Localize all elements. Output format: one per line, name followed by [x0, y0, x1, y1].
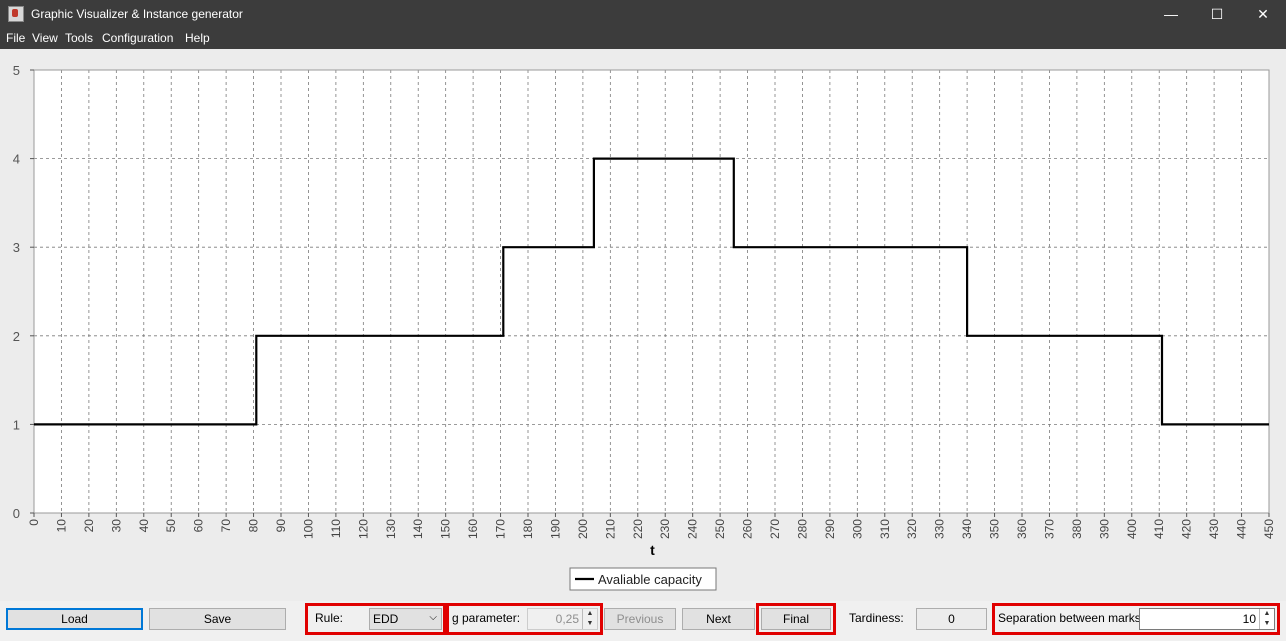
x-tick-label: 340 — [960, 519, 974, 539]
legend-box — [569, 567, 717, 591]
x-tick-label: 300 — [850, 519, 864, 539]
x-tick-label: 180 — [521, 519, 535, 539]
menu-help[interactable]: Help — [185, 31, 210, 45]
rule-select-value: EDD — [373, 612, 399, 626]
x-tick-label: 140 — [411, 519, 425, 539]
load-button[interactable]: Load — [6, 608, 143, 630]
x-tick-label: 90 — [274, 519, 288, 533]
x-tick-label: 120 — [356, 519, 370, 539]
tardiness-value: 0 — [916, 608, 987, 630]
x-axis-label: t — [650, 542, 655, 558]
x-tick-label: 80 — [247, 519, 261, 533]
x-tick-label: 360 — [1015, 519, 1029, 539]
x-tick-label: 310 — [878, 519, 892, 539]
x-tick-label: 70 — [219, 519, 233, 533]
menu-configuration[interactable]: Configuration — [102, 31, 174, 45]
x-tick-label: 190 — [548, 519, 562, 539]
x-tick-label: 330 — [933, 519, 947, 539]
plot-background — [34, 70, 1269, 513]
x-tick-label: 410 — [1152, 519, 1166, 539]
chart-panel: 0 1 2 3 4 5 0 10 20 30 40 50 60 70 80 90 100 110 120 130 140… — [0, 49, 1286, 601]
x-tick-label: 420 — [1180, 519, 1194, 539]
final-button[interactable]: Final — [761, 608, 831, 630]
y-tick-label: 4 — [13, 152, 20, 167]
x-tick-label: 370 — [1042, 519, 1056, 539]
save-button[interactable]: Save — [149, 608, 286, 630]
separation-value: 10 — [1242, 612, 1256, 626]
x-tick-label: 350 — [988, 519, 1002, 539]
x-tick-label: 220 — [631, 519, 645, 539]
separation-spinner[interactable]: 10 ▲ ▼ — [1139, 608, 1275, 630]
rule-label: Rule: — [315, 611, 344, 625]
x-tick-label: 440 — [1235, 519, 1249, 539]
title-bar: Graphic Visualizer & Instance generator … — [0, 0, 1286, 28]
final-highlight — [756, 603, 836, 635]
legend-label: Avaliable capacity — [598, 572, 702, 587]
separation-label: Separation between marks: — [998, 611, 1145, 625]
spinner-arrows-icon[interactable]: ▲ ▼ — [1259, 609, 1274, 629]
x-tick-label: 450 — [1262, 519, 1276, 539]
g-parameter-highlight — [446, 603, 603, 635]
x-tick-label: 290 — [823, 519, 837, 539]
menu-tools[interactable]: Tools — [65, 31, 94, 45]
x-tick-label: 10 — [54, 519, 68, 533]
x-tick-label: 40 — [137, 519, 151, 533]
menu-file[interactable]: File — [6, 31, 26, 45]
g-parameter-label: g parameter: — [452, 611, 521, 625]
x-tick-label: 170 — [494, 519, 508, 539]
plot-border — [33, 69, 1270, 514]
x-tick-label: 110 — [329, 519, 343, 538]
chevron-down-icon: ⌵ — [429, 612, 437, 623]
close-button[interactable]: ✕ — [1257, 6, 1269, 22]
java-app-icon — [8, 6, 24, 22]
x-tick-label: 160 — [466, 519, 480, 539]
x-tick-label: 130 — [384, 519, 398, 539]
x-tick-label: 230 — [658, 519, 672, 539]
x-tick-label: 30 — [109, 519, 123, 533]
previous-button[interactable]: Previous — [604, 608, 676, 630]
x-tick-label: 150 — [439, 519, 453, 539]
control-bar: Load Save Rule: EDD ⌵ g parameter: 0,25 … — [0, 602, 1286, 641]
menu-bar: File View Tools Configuration Help — [0, 28, 1286, 49]
x-tick-label: 320 — [905, 519, 919, 539]
x-tick-label: 60 — [192, 519, 206, 533]
x-tick-label: 210 — [603, 519, 617, 539]
rule-highlight — [305, 603, 446, 635]
rule-select[interactable]: EDD ⌵ — [369, 608, 442, 630]
y-tick-label: 2 — [13, 329, 20, 344]
minimize-button[interactable]: — — [1164, 6, 1178, 22]
x-tick-label: 280 — [795, 519, 809, 539]
x-tick-label: 270 — [768, 519, 782, 539]
y-tick-label: 5 — [13, 63, 20, 78]
x-tick-label: 240 — [686, 519, 700, 539]
x-tick-label: 200 — [576, 519, 590, 539]
y-tick-label: 1 — [13, 417, 20, 432]
x-tick-label: 380 — [1070, 519, 1084, 539]
x-tick-label: 260 — [741, 519, 755, 539]
tardiness-label: Tardiness: — [849, 611, 904, 625]
separation-highlight — [992, 603, 1280, 635]
x-tick-label: 430 — [1207, 519, 1221, 539]
capacity-series-line — [34, 157, 1269, 426]
y-tick-label: 0 — [13, 506, 20, 521]
x-tick-label: 100 — [301, 519, 315, 539]
menu-view[interactable]: View — [32, 31, 58, 45]
x-tick-label: 400 — [1125, 519, 1139, 539]
x-tick-label: 50 — [164, 519, 178, 533]
maximize-button[interactable]: ☐ — [1210, 6, 1224, 22]
y-tick-label: 3 — [13, 240, 20, 255]
next-button[interactable]: Next — [682, 608, 755, 630]
g-parameter-value: 0,25 — [555, 612, 579, 626]
spinner-arrows-icon[interactable]: ▲ ▼ — [582, 609, 597, 629]
g-parameter-spinner[interactable]: 0,25 ▲ ▼ — [527, 608, 598, 630]
x-tick-label: 20 — [82, 519, 96, 533]
x-tick-label: 0 — [27, 519, 41, 526]
x-tick-label: 390 — [1097, 519, 1111, 539]
window-title: Graphic Visualizer & Instance generator — [31, 7, 243, 21]
x-tick-label: 250 — [713, 519, 727, 539]
